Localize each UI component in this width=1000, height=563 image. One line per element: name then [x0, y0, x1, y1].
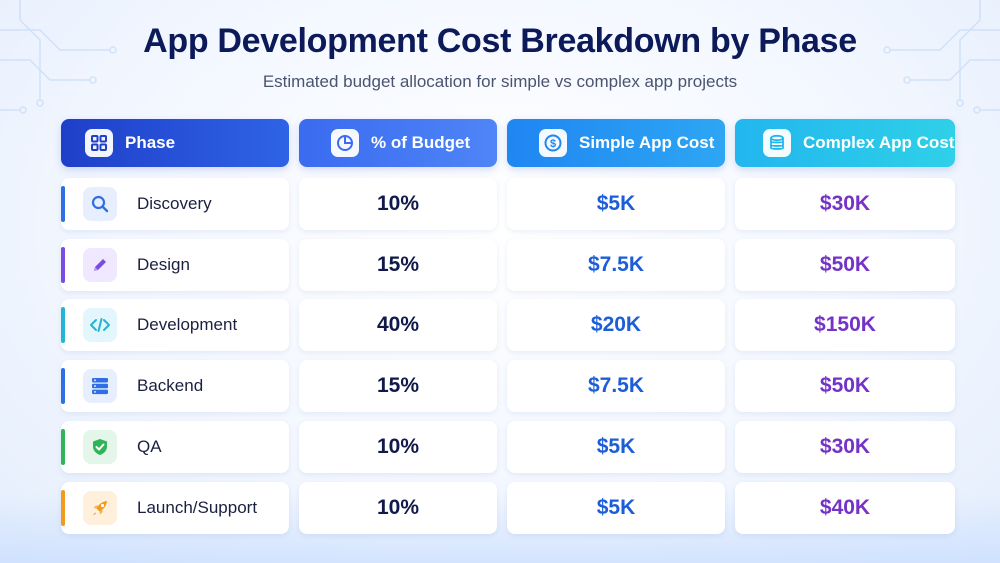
budget-pct: 40% — [299, 299, 497, 351]
phase-name: Discovery — [137, 194, 212, 213]
phase-name: Launch/Support — [137, 498, 258, 517]
row-accent-bar — [61, 307, 65, 343]
row-accent-bar — [61, 247, 65, 283]
header-pct-label: % of Budget — [371, 133, 471, 152]
pencil-icon — [83, 248, 117, 282]
phase-cell: Backend — [61, 360, 289, 412]
simple-cost: $5K — [507, 178, 725, 230]
grid-icon — [85, 129, 113, 157]
complex-cost: $50K — [735, 360, 955, 412]
table-row: Backend 15% $7.5K $50K — [0, 360, 1000, 412]
complex-cost: $30K — [735, 178, 955, 230]
complex-cost: $30K — [735, 421, 955, 473]
simple-cost: $7.5K — [507, 239, 725, 291]
phase-cell: Design — [61, 239, 289, 291]
budget-pct: 10% — [299, 421, 497, 473]
phase-name: Backend — [137, 376, 204, 395]
phase-cell: Launch/Support — [61, 482, 289, 534]
circuit-decoration-right — [883, 0, 1000, 114]
phase-name: Development — [137, 315, 238, 334]
complex-cost: $50K — [735, 239, 955, 291]
row-accent-bar — [61, 429, 65, 465]
phase-cell: QA — [61, 421, 289, 473]
phase-cell: Discovery — [61, 178, 289, 230]
phase-name: QA — [137, 437, 162, 456]
header-complex-label: Complex App Cost — [803, 133, 955, 152]
circuit-decoration-left — [0, 0, 117, 114]
simple-cost: $7.5K — [507, 360, 725, 412]
header-simple-label: Simple App Cost — [579, 133, 715, 152]
server-icon — [83, 369, 117, 403]
simple-cost: $5K — [507, 482, 725, 534]
page-subtitle: Estimated budget allocation for simple v… — [262, 72, 738, 91]
svg-text:$: $ — [550, 138, 556, 150]
table-row: Discovery 10% $5K $30K — [0, 178, 1000, 230]
simple-cost: $5K — [507, 421, 725, 473]
database-icon — [763, 129, 791, 157]
header-complex: Complex App Cost — [735, 119, 955, 167]
row-accent-bar — [61, 368, 65, 404]
simple-cost: $20K — [507, 299, 725, 351]
header-simple: $ Simple App Cost — [507, 119, 725, 167]
dollar-coin-icon: $ — [539, 129, 567, 157]
table-row: Development 40% $20K $150K — [0, 299, 1000, 351]
row-accent-bar — [61, 186, 65, 222]
search-icon — [83, 187, 117, 221]
header-phase: Phase — [61, 119, 289, 167]
table-row: Design 15% $7.5K $50K — [0, 239, 1000, 291]
pie-chart-icon — [331, 129, 359, 157]
budget-pct: 10% — [299, 482, 497, 534]
complex-cost: $150K — [735, 299, 955, 351]
shield-check-icon — [83, 430, 117, 464]
budget-pct: 15% — [299, 239, 497, 291]
budget-pct: 10% — [299, 178, 497, 230]
budget-pct: 15% — [299, 360, 497, 412]
phase-cell: Development — [61, 299, 289, 351]
header-phase-label: Phase — [125, 133, 176, 152]
rocket-icon — [83, 491, 117, 525]
page-title: App Development Cost Breakdown by Phase — [143, 22, 857, 60]
table-row: Launch/Support 10% $5K $40K — [0, 482, 1000, 534]
code-icon — [83, 308, 117, 342]
header-pct: % of Budget — [299, 119, 497, 167]
row-accent-bar — [61, 490, 65, 526]
complex-cost: $40K — [735, 482, 955, 534]
phase-name: Design — [137, 255, 190, 274]
table-row: QA 10% $5K $30K — [0, 421, 1000, 473]
